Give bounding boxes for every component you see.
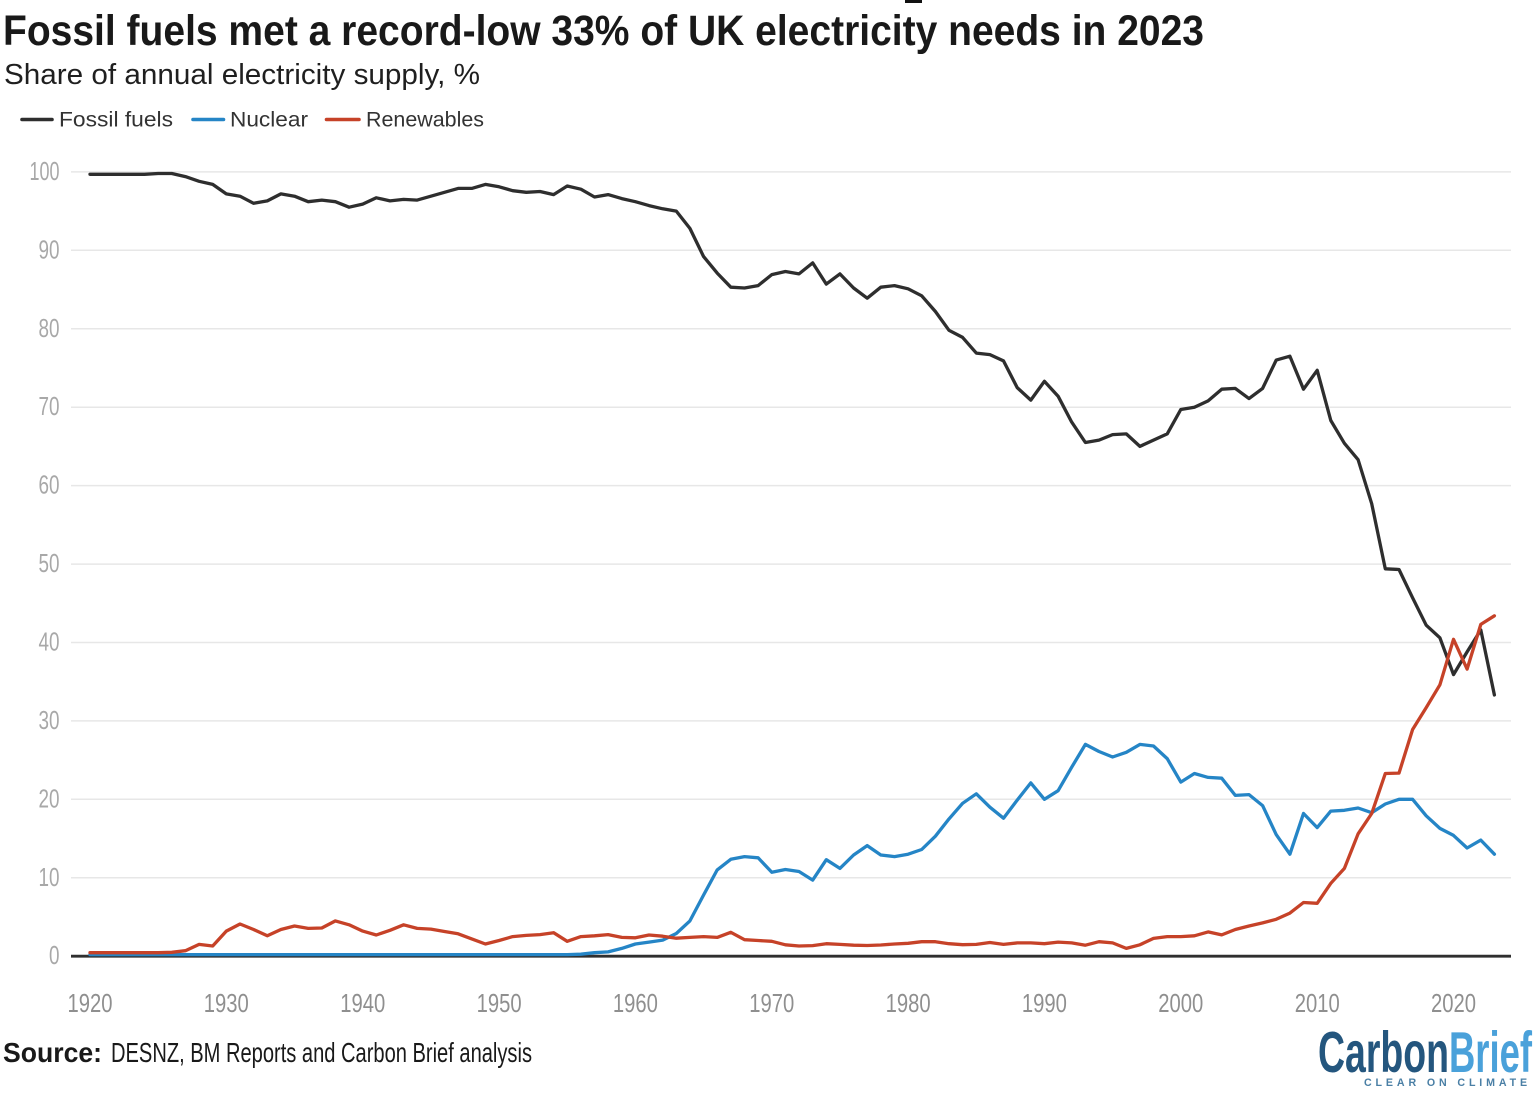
svg-text:80: 80: [39, 313, 60, 343]
svg-text:70: 70: [39, 391, 60, 421]
svg-text:1940: 1940: [340, 988, 385, 1018]
svg-text:1950: 1950: [477, 988, 522, 1018]
svg-text:1920: 1920: [68, 988, 113, 1018]
svg-text:1970: 1970: [749, 988, 794, 1018]
svg-text:Renewables: Renewables: [366, 108, 484, 132]
svg-text:50: 50: [39, 548, 60, 578]
svg-text:0: 0: [49, 940, 60, 970]
svg-text:Share of annual electricity su: Share of annual electricity supply, %: [4, 59, 480, 91]
svg-text:Fossil fuels: Fossil fuels: [59, 108, 173, 132]
svg-text:Brief: Brief: [1449, 1021, 1533, 1085]
svg-text:1930: 1930: [204, 988, 249, 1018]
svg-text:40: 40: [39, 627, 60, 657]
svg-text:Nuclear: Nuclear: [230, 108, 308, 132]
svg-text:Carbon: Carbon: [1318, 1021, 1449, 1085]
svg-text:1980: 1980: [886, 988, 931, 1018]
svg-text:90: 90: [39, 234, 60, 264]
svg-text:1990: 1990: [1022, 988, 1067, 1018]
svg-text:10: 10: [39, 862, 60, 892]
svg-text:2020: 2020: [1431, 988, 1476, 1018]
svg-text:2010: 2010: [1295, 988, 1340, 1018]
svg-text:1960: 1960: [613, 988, 658, 1018]
svg-text:Source:: Source:: [3, 1037, 102, 1068]
svg-text:DESNZ, BM Reports and Carbon B: DESNZ, BM Reports and Carbon Brief analy…: [111, 1037, 532, 1068]
svg-text:20: 20: [39, 783, 60, 813]
svg-text:CLEAR ON CLIMATE: CLEAR ON CLIMATE: [1364, 1077, 1531, 1089]
svg-text:2000: 2000: [1158, 988, 1203, 1018]
svg-text:30: 30: [39, 705, 60, 735]
svg-text:100: 100: [30, 156, 60, 186]
svg-text:60: 60: [39, 470, 60, 500]
svg-text:Fossil fuels met a record-low: Fossil fuels met a record-low 33% of UK …: [3, 7, 1204, 55]
